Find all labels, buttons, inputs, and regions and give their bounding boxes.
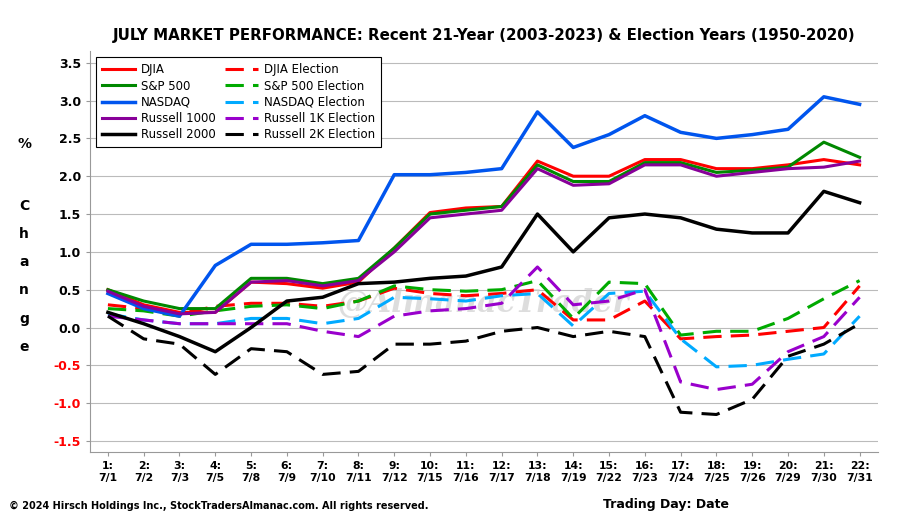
Text: © 2024 Hirsch Holdings Inc., StockTradersAlmanac.com. All rights reserved.: © 2024 Hirsch Holdings Inc., StockTrader… (9, 501, 428, 511)
Title: JULY MARKET PERFORMANCE: Recent 21-Year (2003-2023) & Election Years (1950-2020): JULY MARKET PERFORMANCE: Recent 21-Year … (112, 28, 855, 43)
Text: %: % (17, 137, 32, 151)
Text: Trading Day: Date: Trading Day: Date (603, 499, 729, 511)
Text: g: g (20, 311, 29, 326)
Text: n: n (20, 283, 29, 298)
Text: @AlmanacTrader: @AlmanacTrader (338, 288, 629, 320)
Legend: DJIA, S&P 500, NASDAQ, Russell 1000, Russell 2000, DJIA Election, S&P 500 Electi: DJIA, S&P 500, NASDAQ, Russell 1000, Rus… (96, 57, 381, 148)
Text: C: C (19, 198, 30, 213)
Text: h: h (20, 227, 29, 241)
Text: a: a (20, 255, 29, 269)
Text: e: e (20, 340, 29, 354)
